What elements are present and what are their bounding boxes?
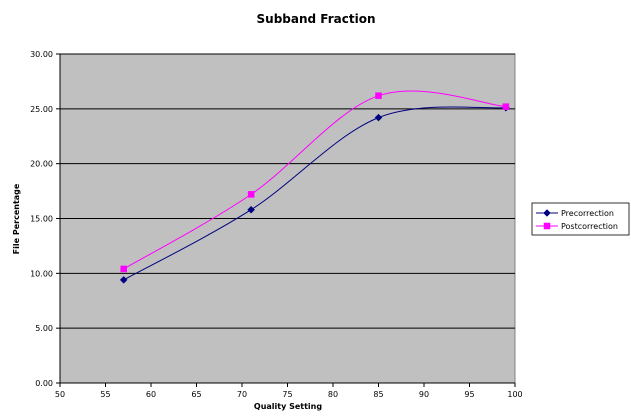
data-point	[119, 276, 128, 284]
data-point	[247, 205, 255, 214]
y-tick-label: 30.00	[30, 50, 53, 59]
y-tick-label: 5.00	[35, 324, 53, 333]
data-point	[502, 103, 510, 110]
legend-box	[531, 202, 630, 236]
legend-label: Precorrection	[561, 209, 614, 218]
data-point	[247, 191, 255, 198]
x-tick-label: 55	[100, 390, 110, 399]
axes	[56, 53, 516, 387]
y-tick-labels: 0.00 5.00 10.00 15.00 20.00 25.00 30.00	[30, 50, 53, 388]
y-tick-label: 0.00	[35, 379, 53, 388]
x-tick-label: 80	[328, 390, 338, 399]
legend-entry: Precorrection	[536, 209, 614, 218]
legend-items: Precorrection Postcorrection	[536, 209, 618, 231]
y-tick-label: 20.00	[30, 160, 53, 169]
y-tick-label: 15.00	[30, 215, 53, 224]
series-line	[123, 106, 506, 281]
series-lines	[119, 90, 510, 284]
series-line	[123, 90, 506, 270]
y-tick-label: 25.00	[30, 105, 53, 114]
data-point	[375, 92, 382, 99]
legend-marker	[543, 209, 551, 217]
y-tick-label: 10.00	[30, 269, 53, 278]
x-tick-label: 100	[507, 390, 522, 399]
chart-title: Subband Fraction	[257, 12, 376, 26]
x-tick-label: 95	[464, 390, 474, 399]
x-tick-label: 75	[282, 390, 292, 399]
x-axis-title: Quality Setting	[254, 402, 322, 411]
x-tick-label: 60	[146, 390, 156, 399]
x-tick-labels: 50 55 60 65 70 75 80 85 90 95 100	[55, 390, 523, 399]
data-point	[374, 113, 383, 122]
x-tick-label: 90	[419, 390, 429, 399]
data-point	[120, 265, 127, 273]
legend: Precorrection Postcorrection	[531, 202, 630, 236]
x-tick-label: 85	[373, 390, 383, 399]
y-axis-title: File Percentage	[12, 183, 21, 254]
legend-entry: Postcorrection	[536, 222, 618, 231]
legend-marker	[543, 222, 551, 230]
series-postcorrection	[120, 90, 510, 273]
x-tick-label: 50	[55, 390, 65, 399]
x-tick-label: 70	[237, 390, 247, 399]
x-tick-label: 65	[191, 390, 201, 399]
legend-label: Postcorrection	[561, 222, 618, 231]
